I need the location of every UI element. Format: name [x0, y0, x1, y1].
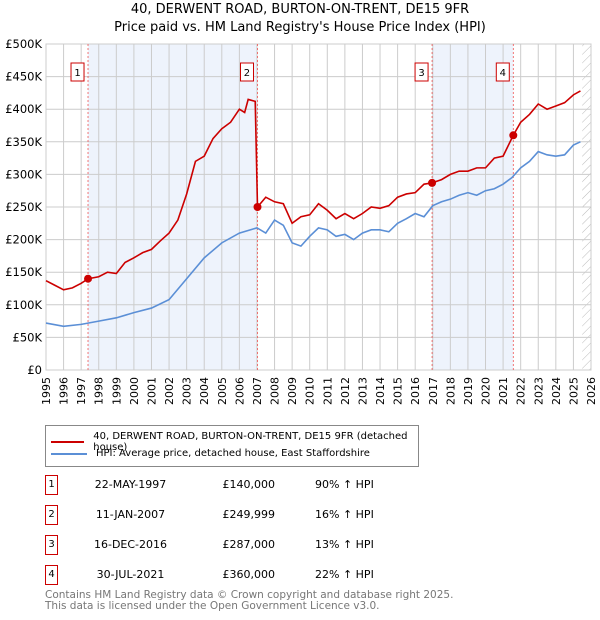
- sale-date: 22-MAY-1997: [94, 478, 167, 491]
- y-tick-label: £500K: [5, 37, 42, 51]
- x-tick-label: 2026: [585, 377, 598, 405]
- legend-swatch-hpi: [51, 452, 87, 455]
- x-tick-label: 2011: [321, 377, 334, 405]
- sale-label: 2: [244, 68, 250, 79]
- sale-price: £287,000: [222, 538, 276, 551]
- x-tick-label: 1996: [58, 377, 71, 405]
- x-tick-label: 2024: [550, 377, 563, 405]
- y-tick-label: £50K: [13, 330, 43, 344]
- x-tick-label: 2013: [356, 377, 369, 405]
- sale-point: [84, 274, 93, 283]
- sale-number: 4: [45, 565, 58, 585]
- x-tick-label: 2004: [198, 377, 211, 405]
- x-tick-label: 2020: [480, 377, 493, 405]
- y-tick-label: £450K: [5, 70, 42, 84]
- sale-label-box: [414, 62, 429, 82]
- x-tick-label: 2002: [163, 377, 176, 405]
- x-tick-label: 2014: [374, 377, 387, 405]
- sale-label: 4: [500, 68, 506, 79]
- x-tick-label: 2010: [304, 377, 317, 405]
- y-tick-label: £350K: [5, 135, 42, 149]
- x-tick-label: 2022: [515, 377, 528, 405]
- footer: Contains HM Land Registry data © Crown c…: [45, 590, 453, 612]
- sale-date: 30-JUL-2021: [96, 568, 165, 581]
- legend-item-property: 40, DERWENT ROAD, BURTON-ON-TRENT, DE15 …: [51, 431, 418, 453]
- x-tick-label: 1998: [93, 377, 106, 405]
- x-tick-label: 2019: [462, 377, 475, 405]
- x-tick-label: 2025: [567, 377, 580, 405]
- x-tick-label: 1995: [40, 377, 53, 405]
- x-tick-label: 1997: [75, 377, 88, 405]
- sale-hpi-change: 22% ↑ HPI: [315, 568, 374, 581]
- sale-label-box: [495, 62, 510, 82]
- x-tick-label: 2006: [233, 377, 246, 405]
- sale-label: 3: [418, 68, 424, 79]
- x-tick-label: 2001: [145, 377, 158, 405]
- x-tick-label: 2003: [181, 377, 194, 405]
- x-tick-label: 2009: [286, 377, 299, 405]
- sale-point: [253, 203, 262, 212]
- x-tick-label: 2023: [532, 377, 545, 405]
- x-tick-label: 2016: [409, 377, 422, 405]
- sale-date: 16-DEC-2016: [93, 538, 168, 551]
- sale-hpi-change: 16% ↑ HPI: [315, 508, 374, 521]
- chart-subtitle: Price paid vs. HM Land Registry's House …: [114, 20, 486, 35]
- x-tick-label: 2018: [444, 377, 457, 405]
- y-tick-label: £200K: [5, 233, 42, 247]
- legend-swatch-property: [51, 441, 85, 443]
- sale-hpi-change: 90% ↑ HPI: [315, 478, 374, 491]
- y-tick-label: £150K: [5, 265, 42, 279]
- x-tick-label: 1999: [110, 377, 123, 405]
- sale-label: 1: [74, 68, 80, 79]
- x-tick-label: 2015: [392, 377, 405, 405]
- footer-copyright: Contains HM Land Registry data © Crown c…: [45, 589, 454, 601]
- sale-date: 11-JAN-2007: [95, 508, 166, 521]
- legend: 40, DERWENT ROAD, BURTON-ON-TRENT, DE15 …: [45, 425, 419, 467]
- sale-price: £360,000: [222, 568, 276, 581]
- legend-label-hpi: HPI: Average price, detached house, East…: [96, 448, 370, 459]
- x-tick-label: 2012: [339, 377, 352, 405]
- property-price-line: [45, 90, 581, 291]
- legend-item-hpi: HPI: Average price, detached house, East…: [51, 448, 370, 459]
- sale-number: 2: [45, 505, 58, 525]
- x-tick-label: 2008: [269, 377, 282, 405]
- chart-title: 40, DERWENT ROAD, BURTON-ON-TRENT, DE15 …: [130, 2, 470, 17]
- sale-point: [428, 178, 437, 187]
- price-chart: 1995 1996 1997 1998 1999 2000 2001 2002 2003 2004…: [5, 37, 598, 405]
- sale-price: £140,000: [222, 478, 276, 491]
- sale-hpi-change: 13% ↑ HPI: [315, 538, 374, 551]
- sale-number: 3: [45, 535, 58, 555]
- x-tick-label: 2005: [216, 377, 229, 405]
- y-tick-label: £0: [27, 363, 42, 377]
- x-tick-label: 2000: [128, 377, 141, 405]
- x-tick-label: 2021: [497, 377, 510, 405]
- hpi-line: [45, 141, 581, 328]
- y-tick-label: £250K: [5, 200, 42, 214]
- legend-label-property: 40, DERWENT ROAD, BURTON-ON-TRENT, DE15 …: [93, 431, 408, 453]
- sale-label-box: [70, 62, 85, 82]
- sale-point: [509, 131, 518, 140]
- y-tick-label: £300K: [5, 167, 42, 181]
- x-tick-label: 2007: [251, 377, 264, 405]
- sale-number: 1: [45, 475, 58, 495]
- y-tick-label: £100K: [5, 298, 42, 312]
- x-tick-label: 2017: [427, 377, 440, 405]
- sale-label-box: [239, 62, 254, 82]
- sale-price: £249,999: [222, 508, 276, 521]
- footer-licence: This data is licensed under the Open Gov…: [45, 600, 380, 612]
- y-tick-label: £400K: [5, 102, 42, 116]
